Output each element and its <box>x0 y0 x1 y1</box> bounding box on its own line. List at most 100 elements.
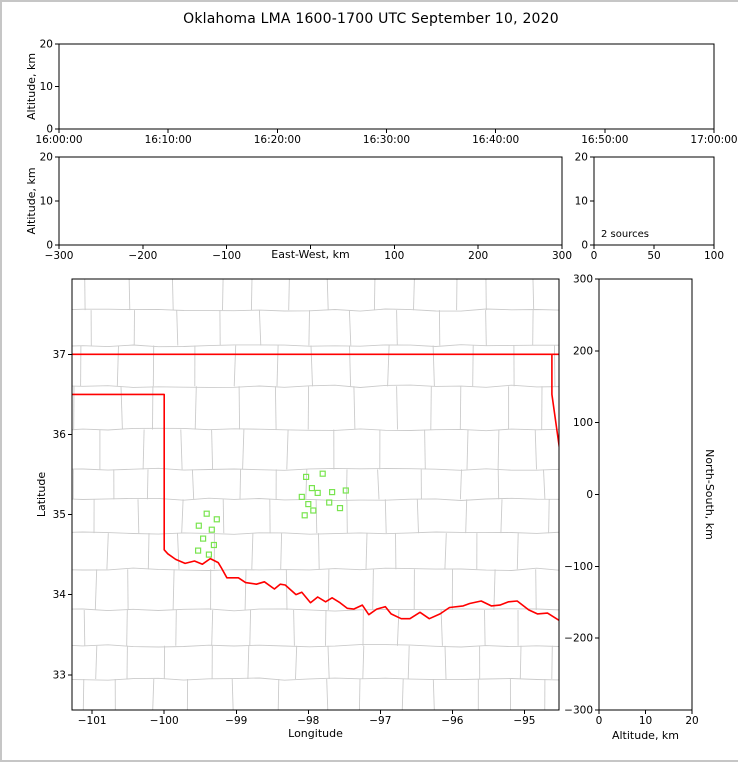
county-line <box>326 610 327 646</box>
county-line <box>177 310 178 345</box>
county-line <box>566 310 567 345</box>
county-line <box>347 469 348 499</box>
county-line <box>234 346 236 387</box>
county-line <box>172 268 173 311</box>
county-line <box>212 430 213 470</box>
y-tick-label: 10 <box>575 196 588 208</box>
northsouth_altitude-ylabel-right: North-South, km <box>703 449 716 540</box>
county-line <box>350 346 351 387</box>
station-marker <box>343 488 348 493</box>
county-line <box>129 268 130 311</box>
county-line <box>250 610 251 646</box>
county-line <box>414 268 415 311</box>
county-line <box>286 569 287 610</box>
y-tick-label: 0 <box>46 240 53 252</box>
county-line <box>501 499 502 533</box>
county-line <box>533 268 534 311</box>
station-marker <box>338 506 343 511</box>
county-line <box>294 610 295 646</box>
county-line <box>498 430 499 470</box>
county-line <box>173 569 174 610</box>
x-tick-label: −97 <box>369 715 391 727</box>
x-tick-label: 16:30:00 <box>363 134 410 146</box>
county-line <box>243 430 244 470</box>
y-tick-label: 20 <box>40 152 53 164</box>
y-tick-label: 0 <box>46 124 53 136</box>
eastwest_altitude-frame <box>59 157 562 245</box>
county-line <box>223 268 224 311</box>
station-marker <box>204 511 209 516</box>
county-line <box>494 569 495 610</box>
county-line <box>536 569 537 610</box>
x-tick-label: −101 <box>78 715 107 727</box>
station-marker <box>311 508 316 513</box>
time_altitude-frame <box>59 44 714 129</box>
county-line <box>425 430 426 470</box>
county-line <box>460 469 461 499</box>
county-line <box>277 346 278 387</box>
county-line <box>552 646 553 679</box>
county-line <box>397 386 398 429</box>
county-line <box>58 678 562 680</box>
county-line <box>58 385 562 387</box>
x-tick-label: 16:00:00 <box>35 134 82 146</box>
county-line <box>248 646 249 679</box>
county-line <box>138 499 139 533</box>
county-line <box>397 310 398 345</box>
lma-stations <box>196 471 349 557</box>
county-line <box>176 610 177 646</box>
x-tick-label: −98 <box>297 715 319 727</box>
county-line <box>576 569 577 610</box>
county-line <box>240 469 241 499</box>
county-line <box>485 610 486 646</box>
x-tick-label: −200 <box>128 250 157 262</box>
county-line <box>359 679 360 722</box>
x-tick-label: −96 <box>441 715 463 727</box>
sources-count-label: 2 sources <box>601 229 649 240</box>
x-tick-label: 300 <box>552 250 572 262</box>
station-marker <box>211 543 216 548</box>
y-tick-label: −100 <box>564 561 593 573</box>
station-marker <box>214 517 219 522</box>
county-line <box>327 268 328 311</box>
time_altitude-ylabel: Altitude, km <box>25 53 38 120</box>
county-line <box>58 428 562 430</box>
northsouth_altitude-xlabel: Altitude, km <box>612 729 679 742</box>
y-tick-label: 37 <box>53 349 66 361</box>
x-tick-label: 200 <box>468 250 488 262</box>
county-line <box>457 268 458 311</box>
station-marker <box>206 552 211 557</box>
county-line <box>544 469 545 499</box>
county-line <box>374 268 375 311</box>
county-line <box>212 610 213 646</box>
station-marker <box>330 490 335 495</box>
county-line <box>373 569 374 610</box>
map-content <box>47 267 581 724</box>
x-tick-label: 17:00:00 <box>690 134 737 146</box>
county-line <box>397 610 399 646</box>
x-tick-label: 16:50:00 <box>581 134 628 146</box>
county-line <box>60 533 61 569</box>
eastwest_altitude-ylabel: Altitude, km <box>25 167 38 234</box>
county-line <box>520 646 521 679</box>
county-line <box>366 533 367 569</box>
county-line <box>327 679 329 722</box>
y-tick-label: 300 <box>573 274 593 286</box>
county-line <box>473 346 474 387</box>
plan_view_map-ylabel: Latitude <box>35 472 48 518</box>
x-tick-label: 0 <box>596 715 603 727</box>
county-line <box>349 310 350 345</box>
county-line <box>95 569 96 610</box>
x-tick-label: −95 <box>513 715 535 727</box>
county-line <box>58 532 562 534</box>
y-tick-label: 0 <box>586 489 593 501</box>
county-line <box>289 268 290 311</box>
county-line <box>486 268 487 311</box>
station-marker <box>309 486 314 491</box>
x-tick-label: 50 <box>647 250 660 262</box>
